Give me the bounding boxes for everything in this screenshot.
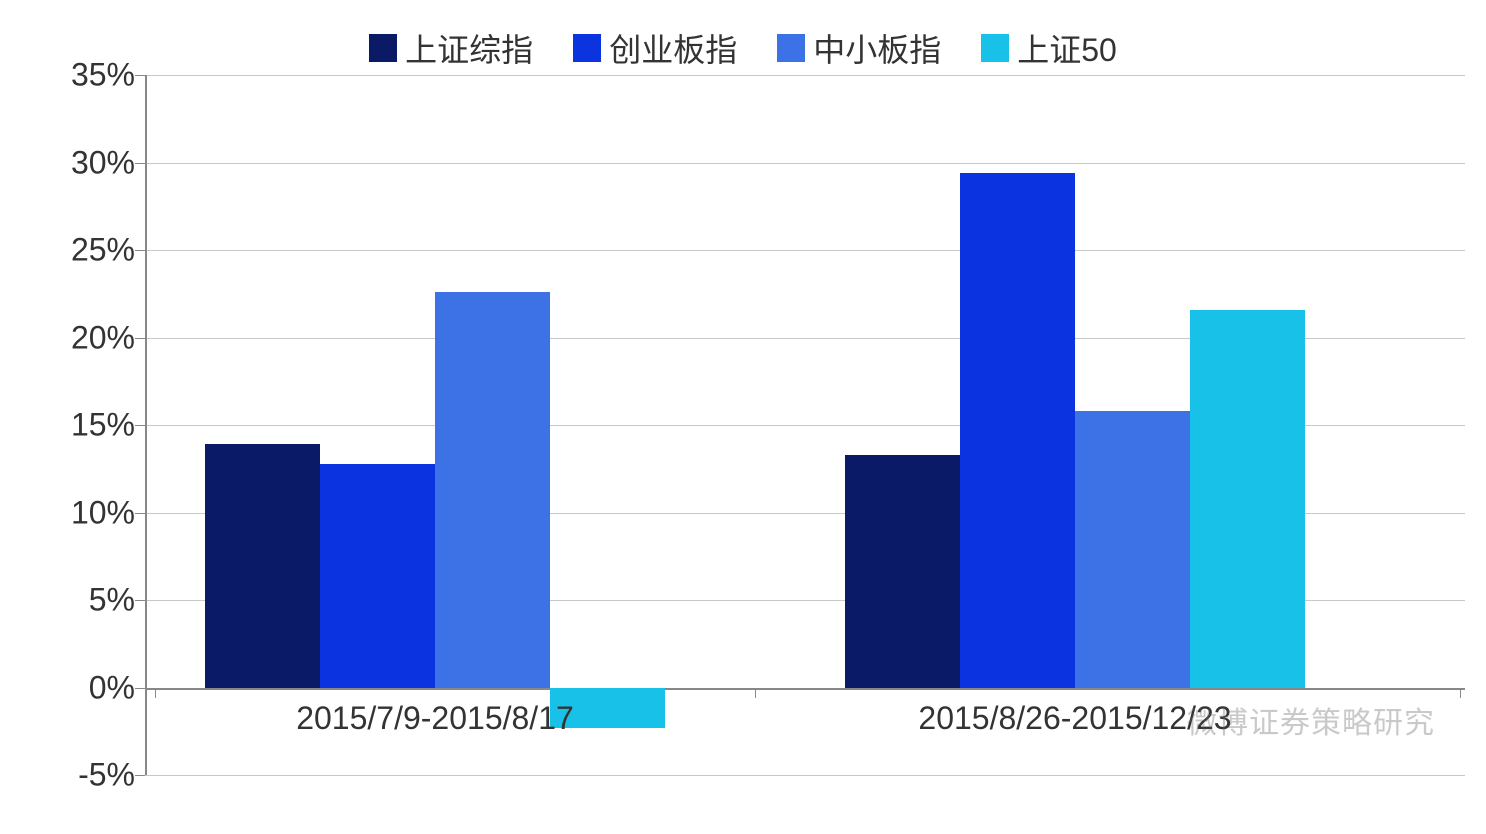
gridline xyxy=(145,250,1465,251)
y-tick xyxy=(135,775,145,776)
legend-swatch-0 xyxy=(369,34,397,62)
y-tick xyxy=(135,250,145,251)
legend-item-0: 上证综指 xyxy=(369,25,533,71)
y-tick-label: -5% xyxy=(78,757,135,794)
bar xyxy=(1075,411,1190,688)
bar xyxy=(205,444,320,687)
legend-label-3: 上证50 xyxy=(1017,25,1117,71)
x-tick xyxy=(1460,688,1461,698)
y-tick-label: 20% xyxy=(71,319,135,356)
bar xyxy=(435,292,550,688)
legend-label-2: 中小板指 xyxy=(813,25,941,71)
watermark-text: 微博证券策略研究 xyxy=(1187,698,1435,742)
bar xyxy=(960,173,1075,688)
bar xyxy=(320,464,435,688)
bar xyxy=(1190,310,1305,688)
y-tick-label: 35% xyxy=(71,57,135,94)
legend-swatch-3 xyxy=(981,34,1009,62)
x-tick xyxy=(755,688,756,698)
y-tick xyxy=(135,600,145,601)
y-tick-label: 5% xyxy=(89,582,135,619)
legend-label-1: 创业板指 xyxy=(609,25,737,71)
legend-label-0: 上证综指 xyxy=(405,25,533,71)
gridline xyxy=(145,75,1465,76)
legend-item-2: 中小板指 xyxy=(777,25,941,71)
y-tick-label: 10% xyxy=(71,494,135,531)
gridline xyxy=(145,688,1465,690)
x-tick-label: 2015/8/26-2015/12/23 xyxy=(918,700,1231,737)
x-tick xyxy=(155,688,156,698)
bar xyxy=(845,455,960,688)
y-tick xyxy=(135,425,145,426)
gridline xyxy=(145,163,1465,164)
legend-swatch-1 xyxy=(573,34,601,62)
legend-swatch-2 xyxy=(777,34,805,62)
y-axis-line xyxy=(145,75,147,775)
y-tick-label: 15% xyxy=(71,407,135,444)
y-tick-label: 0% xyxy=(89,669,135,706)
gridline xyxy=(145,775,1465,776)
legend-item-1: 创业板指 xyxy=(573,25,737,71)
y-tick xyxy=(135,163,145,164)
y-tick xyxy=(135,688,145,689)
y-tick-label: 30% xyxy=(71,144,135,181)
y-tick xyxy=(135,513,145,514)
chart-legend: 上证综指 创业板指 中小板指 上证50 xyxy=(0,25,1486,71)
plot-area: -5%0%5%10%15%20%25%30%35%2015/7/9-2015/8… xyxy=(145,75,1465,775)
chart-container: 上证综指 创业板指 中小板指 上证50 -5%0%5%10%15%20%25%3… xyxy=(0,0,1486,834)
y-tick xyxy=(135,338,145,339)
y-tick xyxy=(135,75,145,76)
x-tick-label: 2015/7/9-2015/8/17 xyxy=(296,700,574,737)
y-tick-label: 25% xyxy=(71,232,135,269)
legend-item-3: 上证50 xyxy=(981,25,1117,71)
